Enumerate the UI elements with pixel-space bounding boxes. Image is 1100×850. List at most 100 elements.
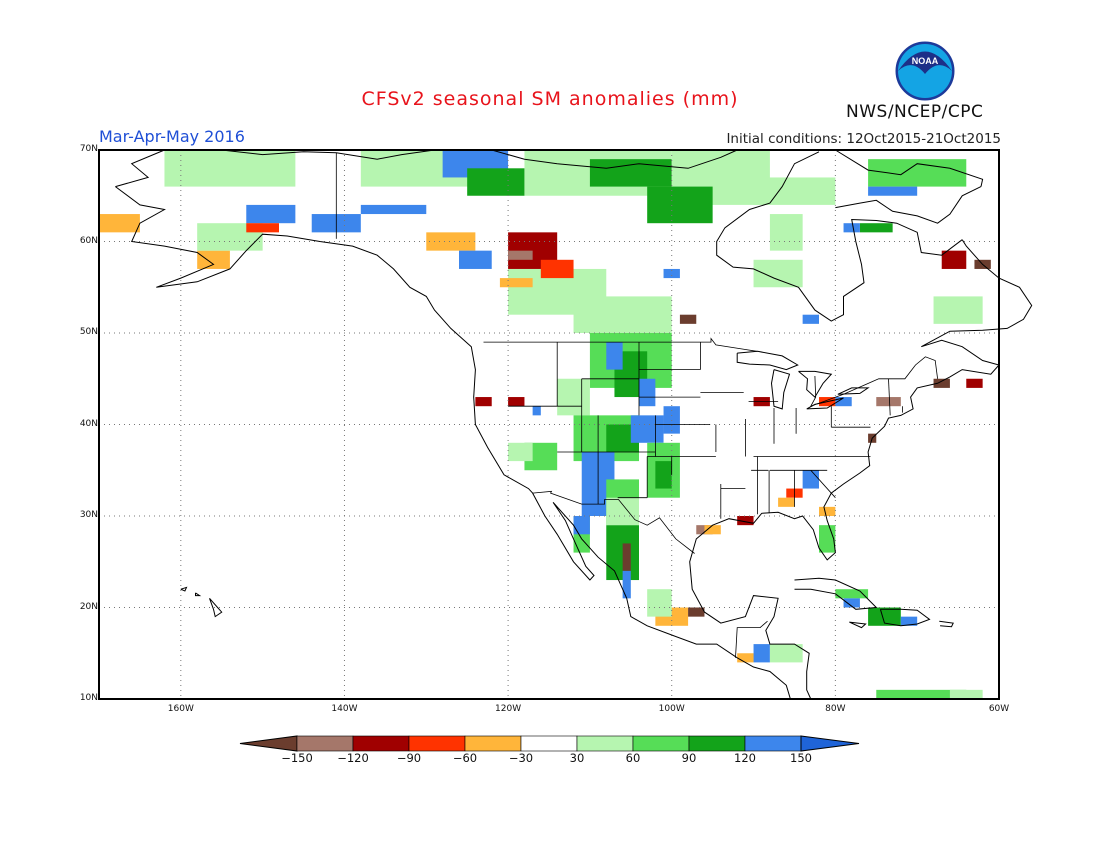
anomaly-patch <box>949 689 983 699</box>
colorbar-swatch <box>296 735 354 752</box>
anomaly-patch <box>630 415 664 443</box>
anomaly-patch <box>164 150 296 187</box>
anomaly-patch <box>499 278 533 288</box>
lat-lon-grid <box>99 150 999 699</box>
anomaly-patch <box>663 406 680 434</box>
colorbar-label: 150 <box>790 751 812 765</box>
colorbar-label: 120 <box>734 751 756 765</box>
anomaly-patch <box>647 589 672 617</box>
colorbar-swatch <box>744 735 802 752</box>
anomaly-patch <box>475 397 492 407</box>
anomaly-patch <box>688 607 705 617</box>
anomaly-patch <box>655 461 672 489</box>
coastline <box>716 151 963 322</box>
anomaly-patch <box>557 378 590 416</box>
anomaly-patch <box>753 644 770 663</box>
colorbar-label: −60 <box>452 751 478 765</box>
anomaly-patch <box>843 223 860 233</box>
anomaly-patch <box>769 644 803 663</box>
colorbar-swatch <box>632 735 690 752</box>
coastline <box>835 149 984 187</box>
coastline <box>837 387 870 395</box>
map-frame <box>98 149 1000 700</box>
anomaly-patch <box>606 497 639 526</box>
noaa-logo: NOAA <box>894 40 956 102</box>
anomaly-patch <box>819 525 836 553</box>
coastline <box>879 608 931 627</box>
anomaly-patch <box>819 506 836 516</box>
political-border <box>809 356 938 407</box>
colorbar-swatch <box>352 735 410 752</box>
lat-tick-label: 20N <box>79 601 98 612</box>
anomaly-patch <box>508 442 533 462</box>
colorbar-label: 60 <box>625 751 641 765</box>
anomaly-patch <box>532 406 541 416</box>
coastline <box>939 620 954 628</box>
initial-conditions: Initial conditions: 12Oct2015-21Oct2015 <box>726 131 1001 147</box>
colorbar-label: 30 <box>569 751 585 765</box>
anomaly-patch <box>197 250 230 269</box>
lon-tick-label: 160W <box>167 704 194 714</box>
colorbar-label: −120 <box>337 751 369 765</box>
lat-tick-label: 70N <box>79 144 98 154</box>
anomaly-patch <box>859 223 893 233</box>
colorbar-lower-arrow <box>239 735 298 752</box>
colorbar-label: −150 <box>281 751 313 765</box>
lon-tick-label: 100W <box>658 704 685 714</box>
anomaly-patch <box>508 250 533 260</box>
anomaly-patch <box>639 378 656 407</box>
political-border <box>810 470 836 498</box>
colorbar-upper-arrow <box>800 735 860 752</box>
coastline <box>180 586 188 592</box>
anomaly-patch <box>737 653 754 663</box>
anomaly-patch <box>508 397 525 407</box>
anomaly-patch <box>802 314 819 324</box>
lon-tick-label: 80W <box>825 704 846 714</box>
chart-title: CFSv2 seasonal SM anomalies (mm) <box>361 88 739 110</box>
anomaly-patch <box>573 516 590 535</box>
anomaly-patch <box>606 342 623 370</box>
anomaly-patch <box>966 378 983 388</box>
colorbar-label: −90 <box>396 751 422 765</box>
anomaly-patch <box>589 159 672 187</box>
colorbar-swatch <box>464 735 522 752</box>
anomaly-patches <box>99 150 991 699</box>
anomaly-patch <box>778 497 795 507</box>
coastlines <box>115 149 1033 700</box>
anomaly-patch <box>647 186 713 224</box>
political-border <box>483 337 757 352</box>
coastline <box>849 621 867 629</box>
anomaly-patch <box>663 268 680 279</box>
anomaly-patch <box>933 378 950 388</box>
colorbar-swatch <box>520 735 578 752</box>
anomaly-patch <box>360 204 427 215</box>
lat-tick-label: 60N <box>79 235 98 246</box>
anomaly-patch <box>876 689 967 699</box>
anomaly-patch <box>876 397 901 407</box>
anomaly-patch <box>933 296 983 324</box>
anomaly-patch <box>753 259 803 288</box>
logo-text: NOAA <box>912 56 939 66</box>
anomaly-patch <box>246 204 296 224</box>
anomaly-patch <box>622 543 631 571</box>
coastline <box>736 350 799 371</box>
anomaly-patch <box>573 296 672 333</box>
colorbar-label: −30 <box>508 751 534 765</box>
anomaly-patch <box>843 598 860 608</box>
anomaly-patch <box>835 589 869 599</box>
organization-label: NWS/NCEP/CPC <box>846 102 984 122</box>
lat-tick-label: 50N <box>79 327 98 337</box>
anomaly-patch <box>622 570 631 599</box>
anomaly-patch <box>99 214 140 233</box>
anomaly-patch <box>540 259 574 279</box>
coastline <box>115 186 791 700</box>
coastline <box>115 149 165 188</box>
anomaly-patch <box>868 607 901 626</box>
lat-tick-label: 30N <box>79 510 98 520</box>
anomaly-patch <box>868 186 918 196</box>
forecast-period: Mar-Apr-May 2016 <box>99 127 245 146</box>
coastline <box>209 597 223 618</box>
anomaly-patch <box>704 525 721 535</box>
lat-tick-label: 40N <box>79 418 98 429</box>
